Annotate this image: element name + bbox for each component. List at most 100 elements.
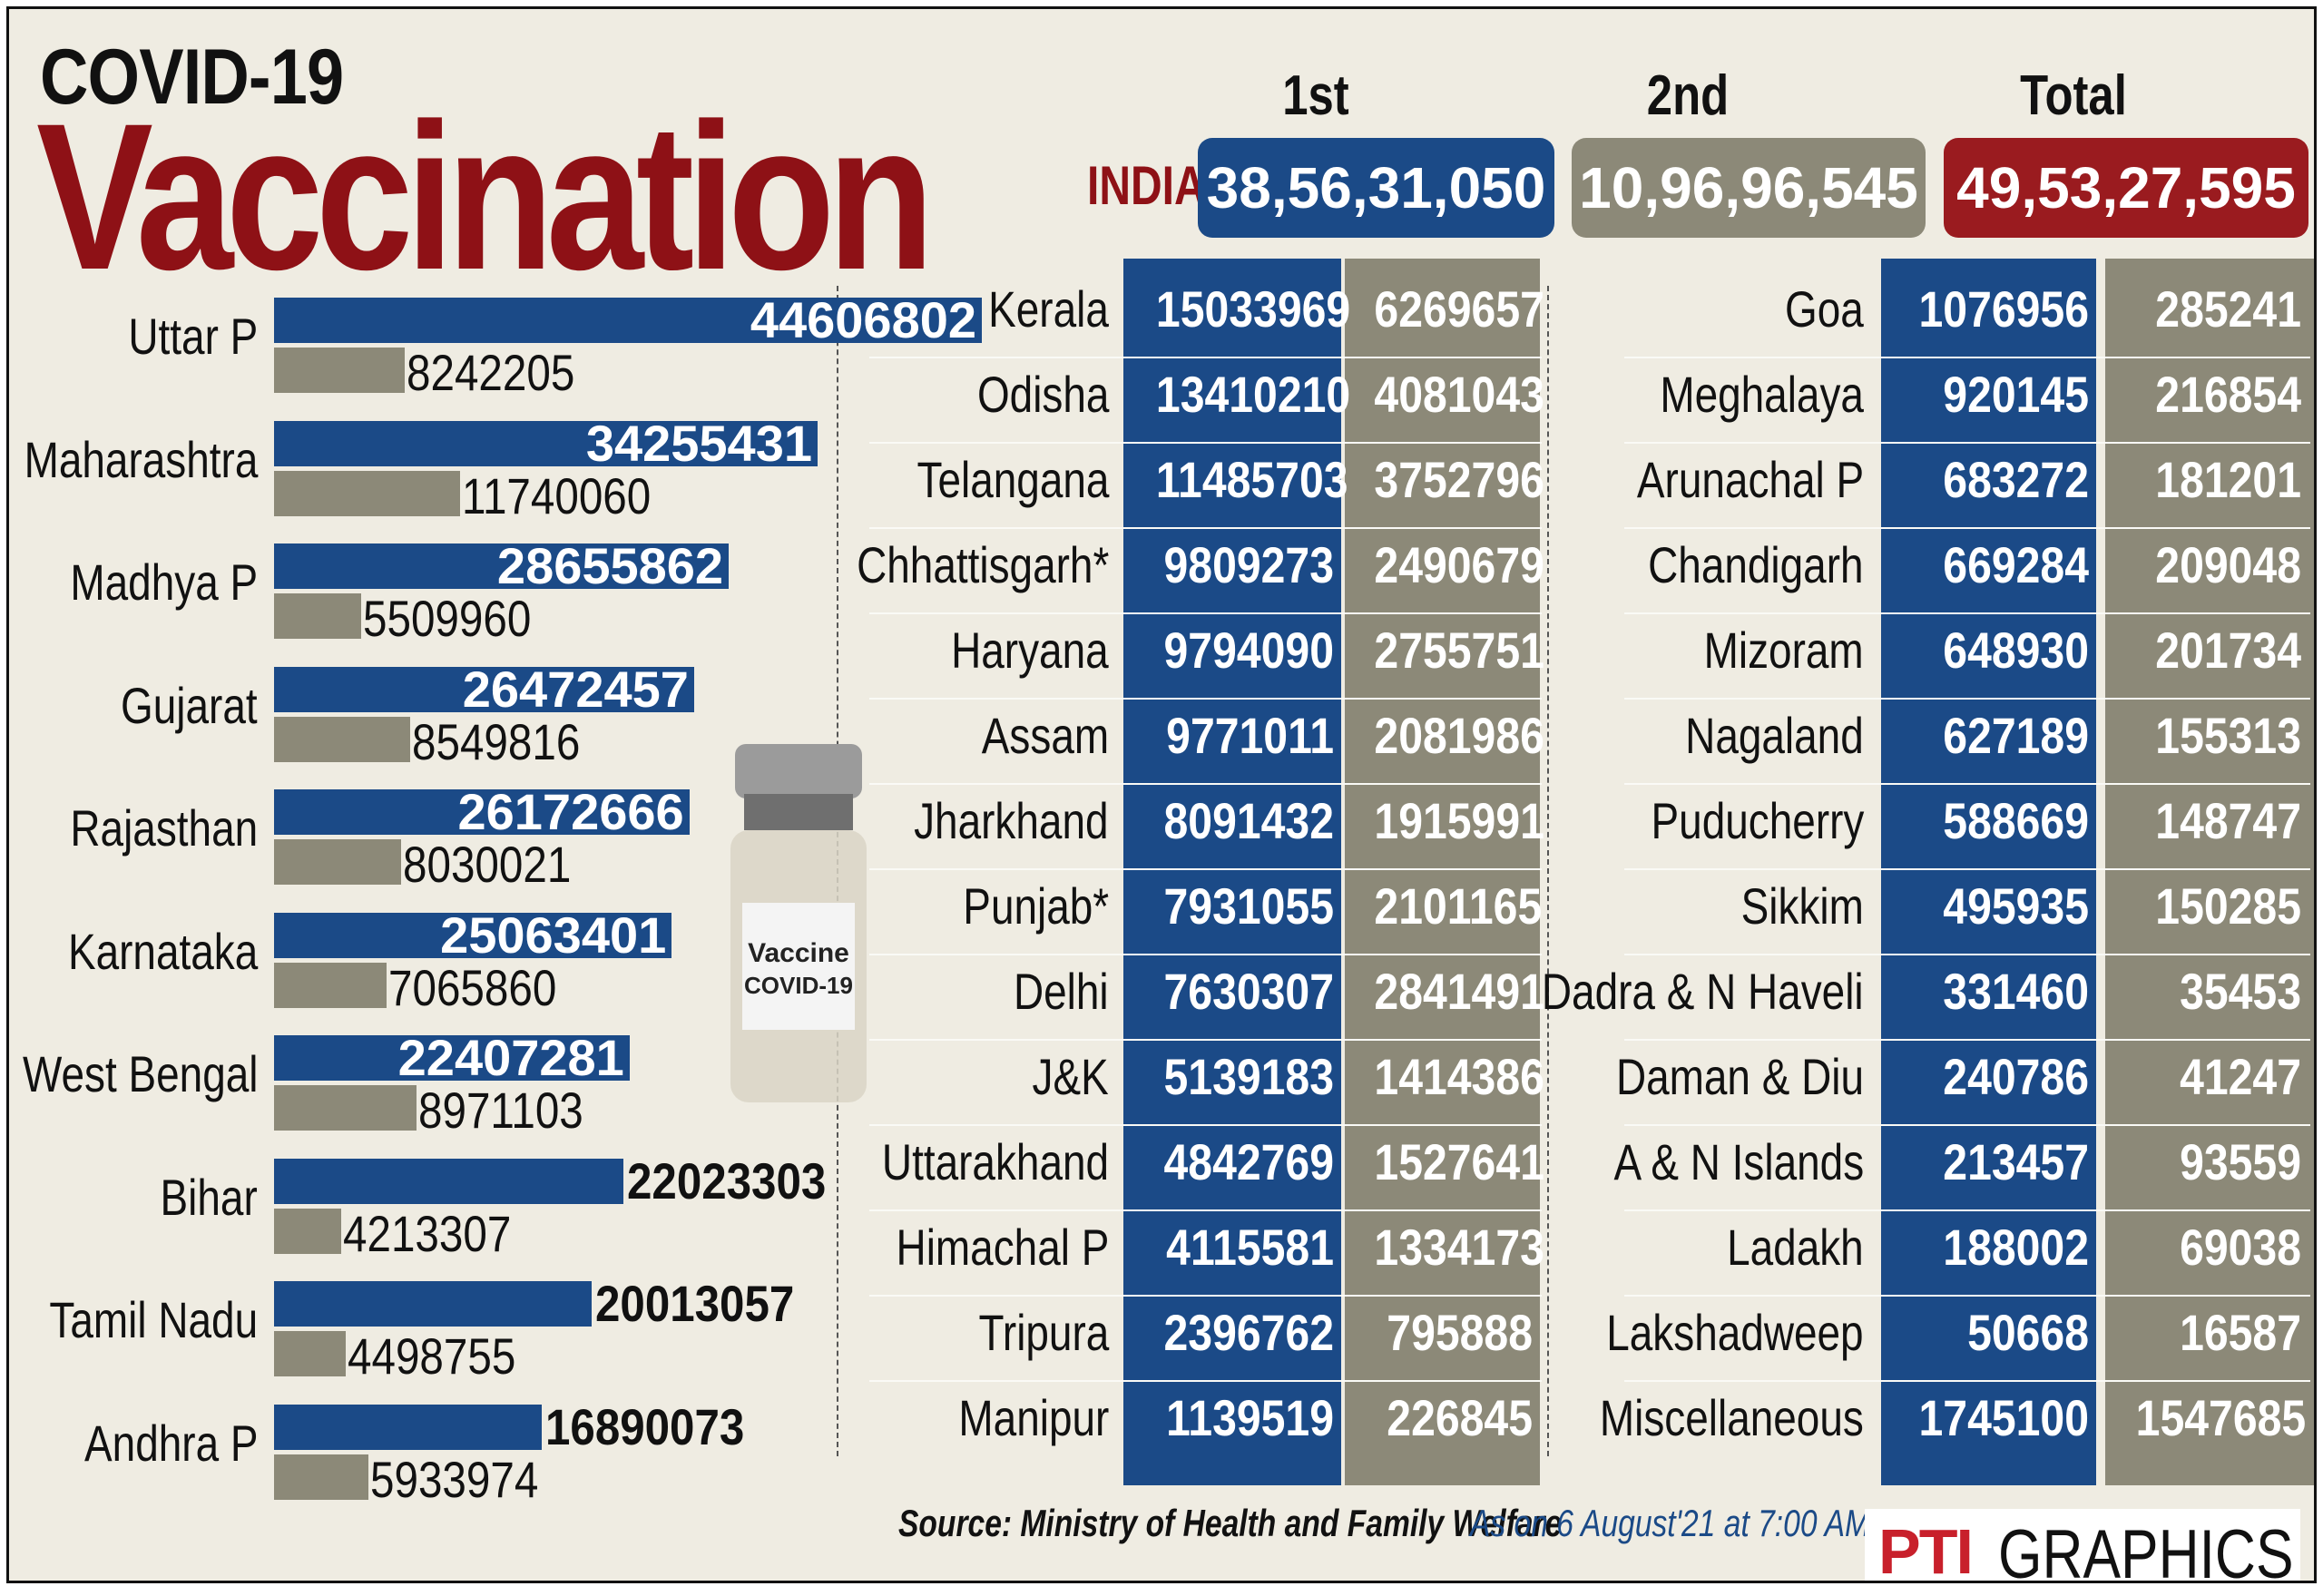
state-name: Arunachal P	[1636, 451, 1864, 508]
row-separator	[1624, 1295, 2310, 1297]
row-separator	[869, 612, 1542, 614]
mid-first-dose-column	[1123, 259, 1341, 1485]
bar-first-dose-value: 26472457	[462, 660, 689, 718]
bar-category-label: Andhra P	[83, 1414, 258, 1472]
bar-category-label: Maharashtra	[24, 430, 258, 488]
bar-first-dose-value: 28655862	[496, 537, 724, 594]
row-separator	[869, 1209, 1542, 1211]
bar-second-dose	[274, 1331, 346, 1376]
bar-category-label: Karnataka	[67, 922, 258, 980]
row-separator	[1624, 527, 2310, 529]
infographic: COVID-19 Vaccination 1st Dose 2nd Dose T…	[6, 6, 2317, 1583]
first-dose-cell: 1076956	[1918, 280, 2089, 338]
bar-first-dose	[274, 789, 690, 835]
second-dose-cell: 155313	[2155, 707, 2301, 764]
bar-first-dose-value: 20013057	[594, 1275, 795, 1332]
first-dose-cell: 4115581	[1166, 1219, 1334, 1276]
second-dose-cell: 181201	[2155, 451, 2301, 508]
divider-right	[1547, 286, 1549, 1456]
first-dose-cell: 920145	[1943, 366, 2089, 423]
bar-second-dose-value: 7065860	[387, 958, 556, 1016]
bar-first-dose	[274, 420, 818, 466]
bar-first-dose	[274, 1158, 624, 1204]
state-name: Tripura	[978, 1304, 1109, 1361]
state-name: Mizoram	[1703, 622, 1864, 679]
first-dose-cell: 588669	[1943, 792, 2089, 849]
state-name: Dadra & N Haveli	[1542, 963, 1864, 1020]
india-second-dose-box: 10,96,96,545	[1572, 138, 1926, 238]
bar-first-dose-value: 22407281	[397, 1029, 624, 1086]
bar-second-dose-value: 4498755	[347, 1327, 515, 1385]
row-separator	[869, 1380, 1542, 1382]
state-name: Manipur	[958, 1389, 1109, 1446]
row-separator	[1624, 442, 2310, 444]
bar-first-dose	[274, 1035, 630, 1081]
bar-second-dose-value: 11740060	[462, 466, 652, 524]
bar-first-dose	[274, 1404, 543, 1450]
bar-first-dose-value: 22023303	[627, 1151, 827, 1209]
row-separator	[869, 1039, 1542, 1041]
state-name: Assam	[981, 707, 1109, 764]
bar-first-dose-value: 25063401	[440, 906, 667, 964]
bar-category-label: Madhya P	[70, 553, 258, 611]
logo-box	[1865, 1509, 2300, 1581]
row-separator	[869, 698, 1542, 700]
second-dose-cell: 2081986	[1374, 707, 1544, 764]
bar-first-dose-value: 16890073	[545, 1397, 745, 1455]
bar-first-dose-value: 26172666	[457, 783, 684, 840]
second-dose-cell: 35453	[2180, 963, 2301, 1020]
bar-first-dose	[274, 543, 730, 589]
state-name: Chhattisgarh*	[856, 536, 1109, 593]
state-name: Uttarakhand	[881, 1133, 1109, 1190]
first-dose-cell: 188002	[1943, 1219, 2089, 1276]
second-dose-cell: 150285	[2155, 877, 2301, 935]
bar-second-dose	[274, 593, 362, 639]
footer-source: Source: Ministry of Health and Family We…	[898, 1502, 1563, 1544]
state-name: Telangana	[916, 451, 1109, 508]
row-separator	[869, 868, 1542, 870]
bar-category-label: Uttar P	[128, 308, 258, 365]
second-dose-cell: 148747	[2155, 792, 2301, 849]
bar-category-label: Tamil Nadu	[49, 1291, 258, 1348]
row-separator	[869, 357, 1542, 358]
state-name: Chandigarh	[1648, 536, 1864, 593]
bar-second-dose-value: 8242205	[407, 344, 575, 401]
first-dose-cell: 15033969	[1155, 280, 1351, 338]
second-dose-cell: 4081043	[1374, 366, 1544, 423]
second-dose-cell: 1915991	[1374, 792, 1544, 849]
state-name: Kerala	[988, 280, 1109, 338]
bar-second-dose-value: 5933974	[369, 1450, 539, 1508]
second-dose-cell: 1414386	[1374, 1048, 1544, 1105]
second-dose-cell: 2101165	[1374, 877, 1543, 935]
row-separator	[1624, 954, 2310, 955]
row-separator	[869, 1124, 1542, 1126]
second-dose-cell: 226845	[1387, 1389, 1533, 1446]
state-name: Himachal P	[896, 1219, 1109, 1276]
india-label: INDIA	[1087, 155, 1206, 216]
second-dose-cell: 93559	[2180, 1133, 2301, 1190]
first-dose-cell: 648930	[1943, 622, 2089, 679]
first-dose-cell: 495935	[1943, 877, 2089, 935]
bottle-label-line1: Vaccine	[748, 938, 849, 968]
bar-first-dose	[274, 298, 982, 343]
row-separator	[1624, 868, 2310, 870]
first-dose-cell: 7931055	[1163, 877, 1334, 935]
row-separator	[1624, 357, 2310, 358]
bottle-label-line2: COVID-19	[744, 972, 853, 999]
first-dose-cell: 50668	[1967, 1304, 2089, 1361]
bar-second-dose-value: 5509960	[363, 590, 532, 647]
first-dose-cell: 1745100	[1918, 1389, 2089, 1446]
india-first-dose-box: 38,56,31,050	[1198, 138, 1554, 238]
bar-second-dose-value: 8030021	[403, 836, 572, 893]
row-separator	[869, 1295, 1542, 1297]
first-dose-cell: 8091432	[1163, 792, 1334, 849]
second-dose-cell: 3752796	[1374, 451, 1544, 508]
graphics-label: GRAPHICS	[1998, 1516, 2294, 1583]
row-separator	[869, 954, 1542, 955]
bar-first-dose-value: 44606802	[750, 291, 976, 348]
bar-second-dose	[274, 1085, 417, 1131]
first-dose-cell: 5139183	[1163, 1048, 1334, 1105]
state-name: Haryana	[951, 622, 1109, 679]
second-dose-cell: 1527641	[1374, 1133, 1544, 1190]
second-dose-cell: 795888	[1387, 1304, 1533, 1361]
